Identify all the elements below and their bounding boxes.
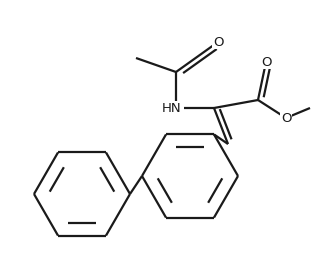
Text: O: O bbox=[261, 56, 271, 68]
Text: HN: HN bbox=[162, 101, 182, 115]
Text: O: O bbox=[281, 112, 291, 124]
Text: O: O bbox=[213, 36, 223, 48]
